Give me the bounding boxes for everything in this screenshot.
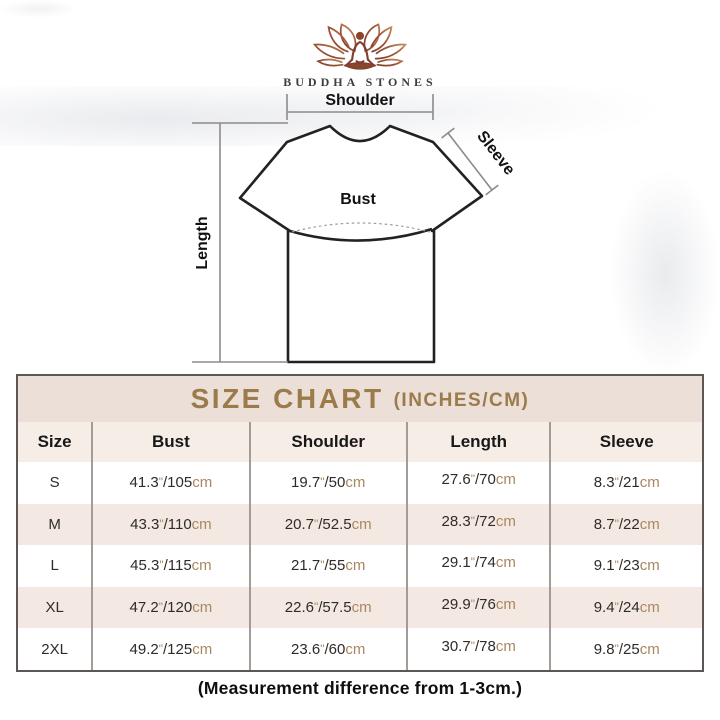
table-row: 2XL 49.2"/125cm 23.6"/60cm 30.7"/78cm 9.8"/2… xyxy=(18,628,702,670)
bust-cell: 45.3"/115cm xyxy=(93,545,251,587)
table-row: M 43.3"/110cm 20.7"/52.5cm 28.3"/72cm 8.7"/2… xyxy=(18,503,702,546)
bust-label: Bust xyxy=(340,191,376,208)
tshirt-measurement-diagram: Shoulder Length Sleeve Bust xyxy=(192,92,518,364)
size-chart-units-suffix: (INCHES/CM) xyxy=(393,390,530,411)
length-label: Length xyxy=(194,216,211,269)
length-cell: 29.1"/74cm xyxy=(408,545,552,587)
bust-cell: 47.2"/120cm xyxy=(93,586,251,629)
shoulder-label: Shoulder xyxy=(325,92,394,109)
sleeve-measure-line xyxy=(447,132,493,191)
length-cell: 30.7"/78cm xyxy=(408,628,552,670)
tshirt-outline xyxy=(238,124,484,364)
length-cell: 27.6"/70cm xyxy=(408,462,552,504)
table-row: L 45.3"/115cm 21.7"/55cm 29.1"/74cm 9.1"/23c… xyxy=(18,545,702,587)
measurement-footnote: (Measurement difference from 1-3cm.) xyxy=(197,678,523,698)
sleeve-label: Sleeve xyxy=(473,128,518,179)
bust-cell: 41.3"/105cm xyxy=(93,462,251,504)
size-chart-title-band: SIZE CHART (INCHES/CM) xyxy=(18,376,702,422)
table-row: S 41.3"/105cm 19.7"/50cm 27.6"/70cm 8.3"/21c… xyxy=(18,462,702,504)
size-table-header: Size Bust Shoulder Length Sleeve xyxy=(18,422,702,462)
column-header-shoulder: Shoulder xyxy=(251,422,408,462)
sleeve-cell: 9.8"/25cm xyxy=(593,640,660,658)
sleeve-tick-top xyxy=(441,127,455,139)
column-header-length: Length xyxy=(408,422,552,462)
shoulder-cell: 22.6"/57.5cm xyxy=(251,586,408,629)
column-header-size: Size xyxy=(18,422,94,462)
size-chart-table: SIZE CHART (INCHES/CM) Size Bust Shoulder L… xyxy=(16,374,704,672)
bust-cell: 43.3"/110cm xyxy=(93,503,251,546)
size-cell: S xyxy=(18,462,94,504)
lotus-meditation-icon xyxy=(312,23,408,70)
bust-curve xyxy=(289,227,433,242)
bust-cell: 49.2"/125cm xyxy=(93,628,251,670)
sleeve-tick-bottom xyxy=(485,184,499,196)
sleeve-cell: 9.1"/23cm xyxy=(593,557,660,575)
size-chart-title: SIZE CHART xyxy=(190,383,384,414)
sleeve-cell: 8.3"/21cm xyxy=(593,474,660,492)
length-cell: 29.9"/76cm xyxy=(408,586,552,629)
size-table-body: S 41.3"/105cm 19.7"/50cm 27.6"/70cm 8.3"/21c… xyxy=(18,462,702,670)
shoulder-cell: 21.7"/55cm xyxy=(251,545,408,587)
length-cell: 28.3"/72cm xyxy=(408,503,552,546)
shoulder-cell: 19.7"/50cm xyxy=(251,462,408,504)
size-cell: XL xyxy=(18,586,94,629)
column-header-sleeve: Sleeve xyxy=(599,432,654,451)
brand-logo: BUDDHA STONES xyxy=(0,12,720,90)
size-cell: L xyxy=(18,545,94,587)
sleeve-cell: 9.4"/24cm xyxy=(593,599,660,617)
table-row: XL 47.2"/120cm 22.6"/57.5cm 29.9"/76cm 9.4"/… xyxy=(18,586,702,629)
size-cell: M xyxy=(18,503,94,546)
shoulder-cell: 20.7"/52.5cm xyxy=(251,503,408,546)
column-header-bust: Bust xyxy=(93,422,251,462)
brand-name: BUDDHA STONES xyxy=(283,75,437,89)
size-cell: 2XL xyxy=(18,628,94,670)
sleeve-cell: 8.7"/22cm xyxy=(593,515,660,533)
shoulder-cell: 23.6"/60cm xyxy=(251,628,408,670)
